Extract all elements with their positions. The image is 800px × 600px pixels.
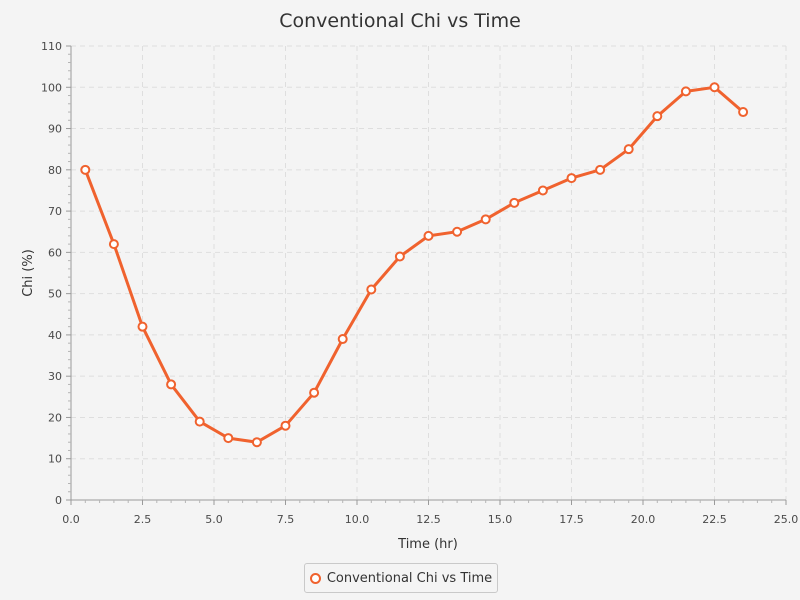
- legend-label: Conventional Chi vs Time: [326, 570, 493, 586]
- x-tick-label: 5.0: [205, 513, 223, 526]
- data-point: [680, 86, 691, 97]
- data-point: [80, 164, 91, 175]
- y-tick-label: 80: [48, 164, 62, 177]
- y-tick-label: 90: [48, 123, 62, 136]
- y-tick-label: 70: [48, 205, 62, 218]
- legend: Conventional Chi vs Time: [304, 563, 498, 593]
- x-axis-ticks: 0.0 2.5 5.0 7.5 10.0 12.5 15.0 17.5 20.0 22.5 25.0: [62, 500, 798, 526]
- y-tick-label: 40: [48, 329, 62, 342]
- x-tick-label: 20.0: [631, 513, 656, 526]
- data-point: [509, 197, 520, 208]
- x-tick-label: 25.0: [774, 513, 799, 526]
- x-tick-label: 7.5: [277, 513, 295, 526]
- data-point: [623, 144, 634, 155]
- y-tick-label: 30: [48, 370, 62, 383]
- y-axis-ticks: 0 10 20 30 40 50 60 70 80 90 100 110: [41, 40, 71, 507]
- series-line: [83, 85, 745, 444]
- x-tick-label: 10.0: [345, 513, 370, 526]
- data-point: [137, 321, 148, 332]
- data-point: [452, 226, 463, 237]
- x-tick-label: 22.5: [702, 513, 727, 526]
- x-tick-label: 17.5: [559, 513, 584, 526]
- data-point: [738, 107, 749, 118]
- x-axis-label: Time (hr): [397, 537, 458, 552]
- chart-title: Conventional Chi vs Time: [279, 10, 521, 32]
- data-point: [480, 214, 491, 225]
- y-tick-label: 60: [48, 246, 62, 259]
- x-tick-label: 15.0: [488, 513, 513, 526]
- plot-area: [80, 82, 749, 448]
- data-point: [394, 251, 405, 262]
- data-point: [595, 164, 606, 175]
- data-point: [566, 173, 577, 184]
- data-point: [709, 82, 720, 93]
- data-point: [223, 433, 234, 444]
- data-point: [337, 334, 348, 345]
- x-tick-label: 2.5: [134, 513, 152, 526]
- y-tick-label: 0: [55, 494, 62, 507]
- data-point: [280, 420, 291, 431]
- y-axis-label: Chi (%): [21, 249, 36, 297]
- data-point: [652, 111, 663, 122]
- data-point: [309, 387, 320, 398]
- data-point: [537, 185, 548, 196]
- grid-lines: [71, 45, 787, 500]
- legend-marker-icon: [309, 572, 321, 584]
- data-point: [366, 284, 377, 295]
- x-tick-label: 0.0: [62, 513, 80, 526]
- y-tick-label: 10: [48, 453, 62, 466]
- y-tick-label: 110: [41, 40, 62, 53]
- y-tick-label: 50: [48, 288, 62, 301]
- data-point: [108, 239, 119, 250]
- y-tick-label: 20: [48, 411, 62, 424]
- data-point: [166, 379, 177, 390]
- data-point: [194, 416, 205, 427]
- data-point: [251, 437, 262, 448]
- y-tick-label: 100: [41, 81, 62, 94]
- data-point: [423, 230, 434, 241]
- x-tick-label: 12.5: [416, 513, 441, 526]
